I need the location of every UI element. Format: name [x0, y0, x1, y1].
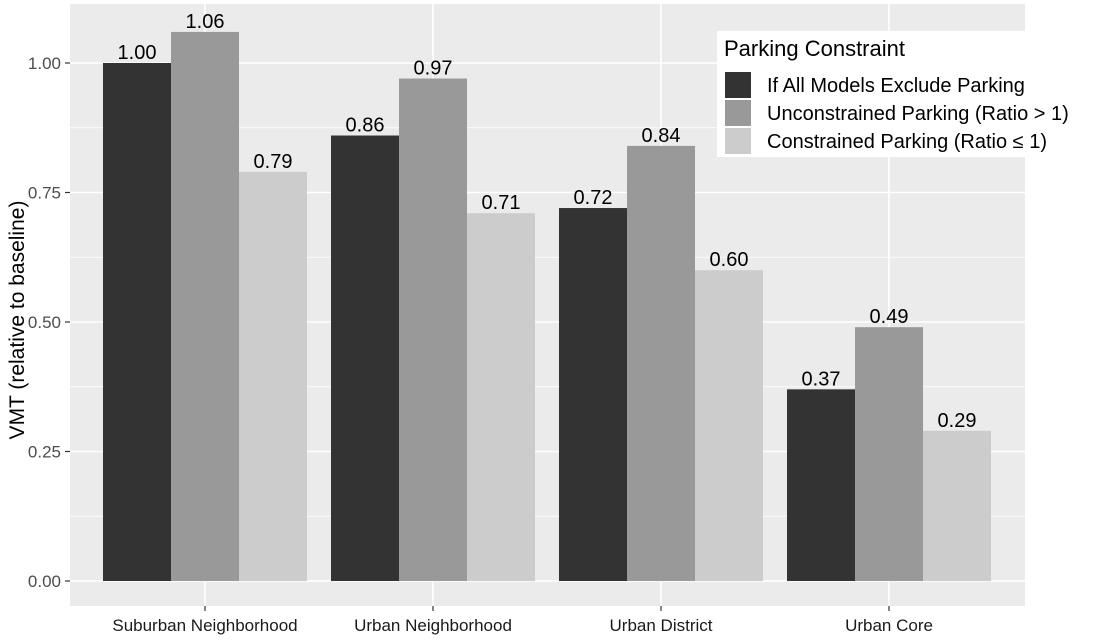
bar	[923, 430, 991, 581]
legend-title: Parking Constraint	[724, 36, 905, 61]
legend-label: Unconstrained Parking (Ratio > 1)	[767, 103, 1069, 125]
x-tick-label: Urban Neighborhood	[354, 616, 512, 635]
bar-value-label: 0.97	[414, 58, 453, 80]
bar-value-label: 0.60	[710, 249, 749, 271]
bar	[695, 270, 763, 581]
legend: Parking Constraint If All Models Exclude…	[717, 31, 1105, 157]
legend-swatch	[725, 128, 751, 154]
legend-label: Constrained Parking (Ratio ≤ 1)	[767, 131, 1047, 153]
y-tick-label: 0.00	[28, 572, 61, 591]
bar-value-label: 0.79	[254, 151, 293, 173]
legend-swatch	[725, 100, 751, 126]
bar	[467, 213, 535, 581]
y-tick-label: 0.25	[28, 443, 61, 462]
x-tick-label: Suburban Neighborhood	[112, 616, 297, 635]
bar	[855, 327, 923, 581]
bar	[787, 389, 855, 581]
bar-value-label: 0.86	[346, 115, 385, 137]
y-tick-label: 1.00	[28, 54, 61, 73]
y-axis-title: VMT (relative to baseline)	[6, 201, 29, 440]
x-tick-label: Urban Core	[845, 616, 933, 635]
bar	[171, 31, 239, 582]
bar-value-label: 1.06	[186, 11, 225, 33]
legend-swatch	[725, 72, 751, 98]
bar	[331, 135, 399, 581]
bar-value-label: 0.37	[802, 368, 841, 390]
bar-value-label: 1.00	[118, 42, 157, 64]
bar-value-label: 0.49	[870, 306, 909, 328]
bar-value-label: 0.71	[482, 192, 521, 214]
x-tick-label: Urban District	[610, 616, 713, 635]
bar-value-label: 0.72	[574, 187, 613, 209]
y-tick-label: 0.50	[28, 313, 61, 332]
bar	[103, 63, 171, 581]
bar	[627, 145, 695, 581]
bar-value-label: 0.29	[938, 410, 977, 432]
y-tick-label: 0.75	[28, 184, 61, 203]
bar-value-label: 0.84	[642, 125, 681, 147]
bar	[559, 208, 627, 582]
legend-background	[717, 31, 1105, 157]
legend-label: If All Models Exclude Parking	[767, 75, 1025, 97]
bar	[239, 171, 307, 581]
bar	[399, 78, 467, 581]
